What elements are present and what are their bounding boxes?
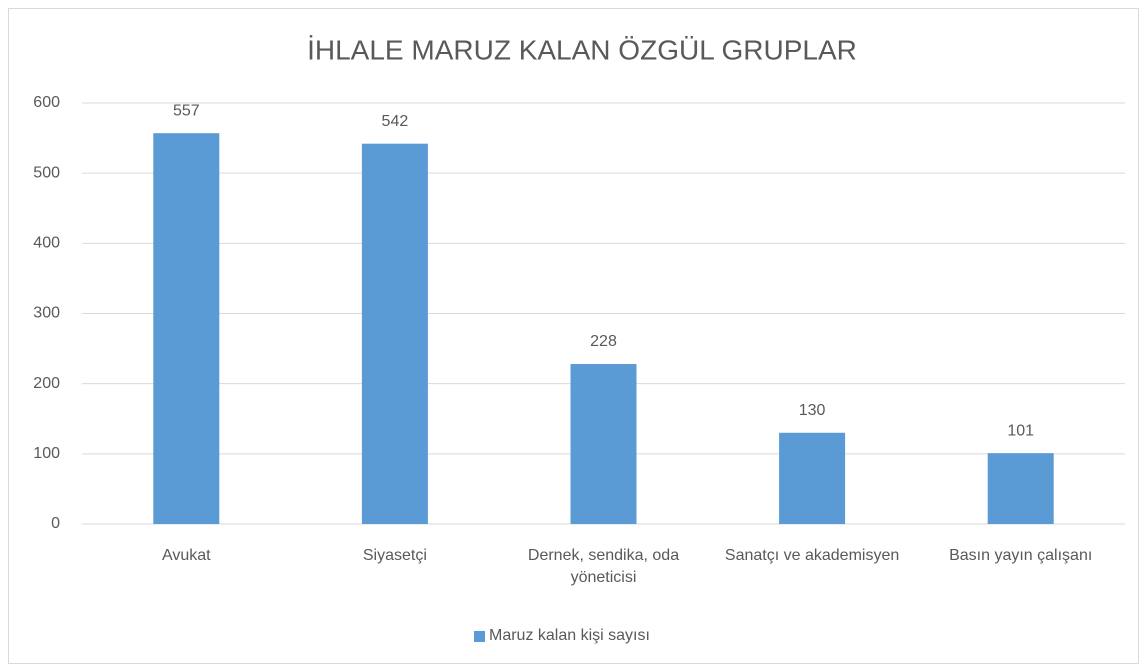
data-label: 130 bbox=[799, 402, 826, 419]
y-tick-label: 300 bbox=[33, 305, 60, 322]
data-label: 228 bbox=[590, 333, 617, 350]
y-tick-label: 500 bbox=[33, 164, 60, 181]
x-tick-label: Basın yayın çalışanı bbox=[949, 547, 1093, 564]
x-tick-label: Siyasetçi bbox=[362, 547, 427, 564]
y-tick-label: 400 bbox=[33, 235, 60, 252]
y-tick-label: 600 bbox=[33, 94, 60, 111]
bar bbox=[361, 143, 428, 525]
legend-swatch bbox=[474, 631, 485, 642]
x-tick-label: Avukat bbox=[161, 547, 211, 564]
x-tick-label: Dernek, sendika, oda yöneticisi bbox=[527, 547, 680, 586]
bar bbox=[779, 432, 846, 524]
legend-label: Maruz kalan kişi sayısı bbox=[489, 627, 650, 644]
y-tick-label: 200 bbox=[33, 375, 60, 392]
data-label: 542 bbox=[382, 113, 409, 130]
bar bbox=[153, 133, 220, 524]
data-label: 557 bbox=[173, 102, 200, 119]
x-tick-label: Sanatçı ve akademisyen bbox=[724, 547, 900, 564]
bar bbox=[987, 453, 1054, 524]
y-tick-label: 100 bbox=[33, 445, 60, 462]
y-tick-label: 0 bbox=[51, 515, 60, 532]
chart-title: İHLALE MARUZ KALAN ÖZGÜL GRUPLAR bbox=[307, 34, 857, 65]
data-label: 101 bbox=[1007, 422, 1034, 439]
bar bbox=[570, 364, 637, 524]
